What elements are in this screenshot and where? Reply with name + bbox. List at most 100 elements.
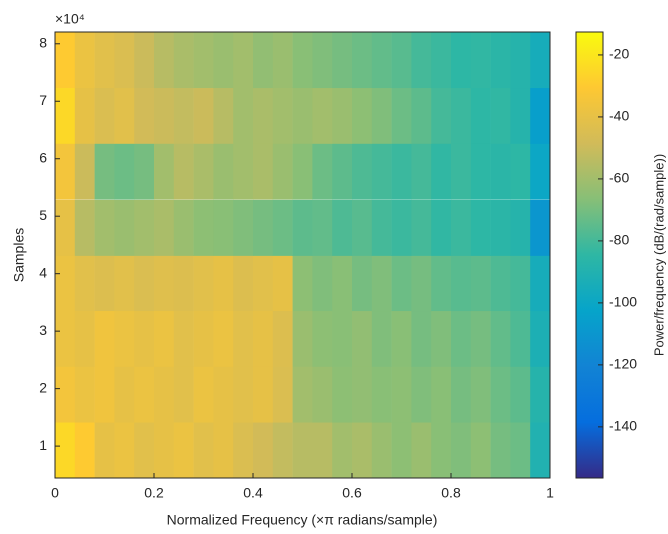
cell <box>193 143 214 200</box>
cell <box>451 143 472 200</box>
cell <box>74 366 95 423</box>
colorbar-tick-label: -80 <box>609 232 629 248</box>
cell <box>431 87 452 144</box>
cell <box>352 87 373 144</box>
cell <box>292 143 313 200</box>
cell <box>312 255 333 312</box>
cell <box>213 199 234 256</box>
cell <box>391 87 412 144</box>
cell <box>431 366 452 423</box>
cell <box>233 143 254 200</box>
cell <box>213 422 234 479</box>
cell <box>510 199 531 256</box>
cell <box>352 310 373 367</box>
cell <box>173 87 194 144</box>
cell <box>134 310 155 367</box>
cell <box>134 199 155 256</box>
cell <box>233 310 254 367</box>
cell <box>352 255 373 312</box>
cell <box>114 255 135 312</box>
cell <box>114 366 135 423</box>
cell <box>154 366 175 423</box>
cell <box>530 366 551 423</box>
cell <box>371 422 392 479</box>
cell <box>134 87 155 144</box>
cell <box>55 422 76 479</box>
colorbar-tick-label: -20 <box>609 46 629 62</box>
cell <box>312 32 333 89</box>
cell <box>74 32 95 89</box>
cell <box>391 366 412 423</box>
y-multiplier: ×10⁴ <box>55 11 85 27</box>
cell <box>154 422 175 479</box>
y-tick-label: 8 <box>39 34 47 50</box>
cell <box>391 32 412 89</box>
cell <box>74 87 95 144</box>
cell <box>470 32 491 89</box>
cell <box>173 199 194 256</box>
cell <box>451 255 472 312</box>
cell <box>173 32 194 89</box>
cell <box>55 143 76 200</box>
cell <box>431 32 452 89</box>
cell <box>94 422 115 479</box>
cell <box>154 143 175 200</box>
cell <box>253 87 274 144</box>
cell <box>114 310 135 367</box>
cell <box>272 422 293 479</box>
cell <box>233 422 254 479</box>
cell <box>470 143 491 200</box>
cell <box>530 199 551 256</box>
cell <box>74 199 95 256</box>
cell <box>510 143 531 200</box>
cell <box>193 310 214 367</box>
cell <box>490 199 511 256</box>
cell <box>213 310 234 367</box>
cell <box>490 255 511 312</box>
cell <box>154 32 175 89</box>
x-tick-label: 0.2 <box>144 485 164 501</box>
cell <box>253 32 274 89</box>
cell <box>391 310 412 367</box>
cell <box>292 422 313 479</box>
cell <box>490 32 511 89</box>
cell <box>292 87 313 144</box>
cell <box>55 199 76 256</box>
cell <box>213 87 234 144</box>
cell <box>490 87 511 144</box>
cell <box>371 255 392 312</box>
cell <box>253 366 274 423</box>
cell <box>114 87 135 144</box>
y-tick-label: 5 <box>39 207 47 223</box>
colorbar-tick-label: -100 <box>609 294 637 310</box>
cell <box>371 310 392 367</box>
cell <box>253 143 274 200</box>
cell <box>55 32 76 89</box>
cell <box>114 32 135 89</box>
cell <box>411 143 432 200</box>
cell <box>431 255 452 312</box>
cell <box>332 87 353 144</box>
cell <box>233 199 254 256</box>
cell <box>272 143 293 200</box>
cell <box>272 255 293 312</box>
cell <box>55 310 76 367</box>
cell <box>470 422 491 479</box>
cell <box>94 87 115 144</box>
cell <box>391 199 412 256</box>
x-tick-label: 0.4 <box>243 485 263 501</box>
cell <box>292 32 313 89</box>
x-tick-label: 0.8 <box>441 485 461 501</box>
cell <box>352 366 373 423</box>
cell <box>451 422 472 479</box>
heatmap <box>55 32 551 479</box>
cell <box>332 255 353 312</box>
colorbar-tick-label: -140 <box>609 418 637 434</box>
cell <box>55 87 76 144</box>
cell <box>312 366 333 423</box>
cell <box>391 143 412 200</box>
cell <box>94 366 115 423</box>
cell <box>470 366 491 423</box>
cell <box>193 199 214 256</box>
cell <box>431 422 452 479</box>
